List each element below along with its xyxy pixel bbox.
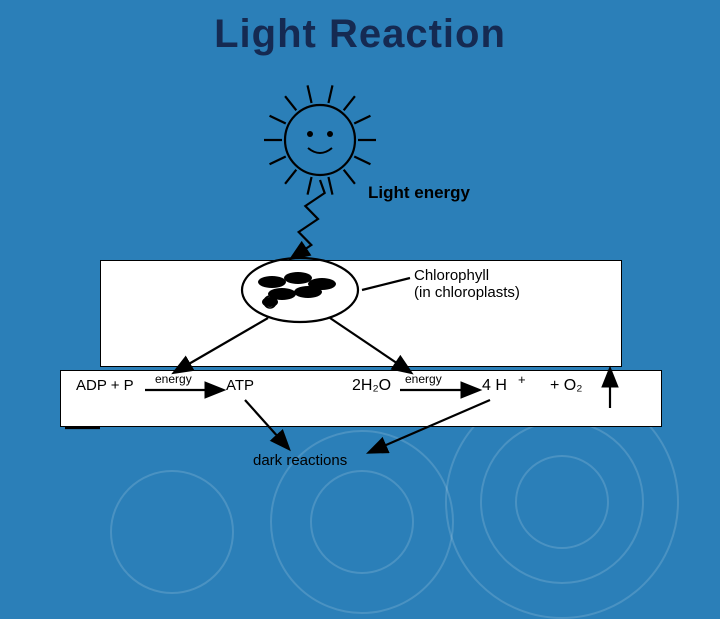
label-atp: ATP (226, 377, 254, 394)
label-energy2: energy (405, 372, 442, 386)
label-light_energy: Light energy (368, 183, 470, 203)
label-adp_p: ADP + P (76, 377, 134, 394)
page-title: Light Reaction (0, 12, 720, 57)
label-h2o: 2H₂O (352, 377, 391, 395)
label-dark: dark reactions (253, 452, 347, 469)
label-energy1: energy (155, 372, 192, 386)
label-plus: + (518, 372, 526, 387)
label-chlorophyll: Chlorophyll (in chloroplasts) (414, 267, 520, 301)
background-ripple (110, 470, 234, 594)
diagram-panel-0 (100, 260, 622, 367)
label-h_plus: 4 H (482, 377, 507, 395)
label-o2: + O₂ (550, 377, 582, 395)
